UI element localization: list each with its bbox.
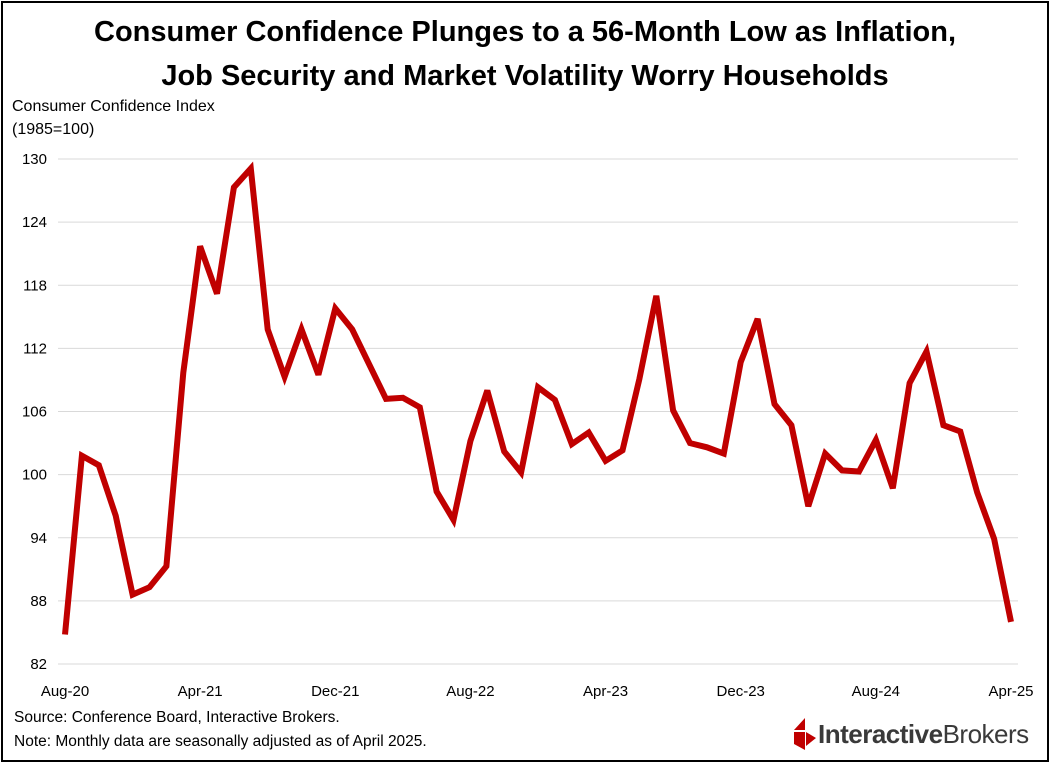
y-tick-label: 82 xyxy=(30,656,47,673)
x-tick-label: Aug-22 xyxy=(446,683,494,700)
logo-text-regular: Brokers xyxy=(942,718,1030,749)
x-tick-label: Apr-25 xyxy=(988,683,1033,700)
y-tick-label: 94 xyxy=(30,530,47,547)
y-axis-label: Consumer Confidence Index (1985=100) xyxy=(12,95,215,141)
footnote: Note: Monthly data are seasonally adjust… xyxy=(14,733,427,750)
chart-title-line-2: Job Security and Market Volatility Worry… xyxy=(161,60,889,92)
x-tick-label: Dec-21 xyxy=(311,683,359,700)
y-tick-label: 124 xyxy=(22,214,47,231)
y-tick-label: 112 xyxy=(23,340,47,357)
chart-title: Consumer Confidence Plunges to a 56-Mont… xyxy=(0,10,1050,98)
notes: Source: Conference Board, Interactive Br… xyxy=(14,706,427,754)
x-axis-ticks: Aug-20 Apr-21 Dec-21 Aug-22 Apr-23 Dec-23 Aug-… xyxy=(41,683,1034,700)
logo-wordmark: InteractiveBrokers xyxy=(818,719,1029,750)
y-axis-label-line-2: (1985=100) xyxy=(12,121,95,138)
logo-text-bold: Interactive xyxy=(818,718,943,749)
source-note: Source: Conference Board, Interactive Br… xyxy=(14,709,340,726)
y-tick-label: 100 xyxy=(22,467,47,484)
x-tick-label: Aug-24 xyxy=(852,683,900,700)
series-line xyxy=(62,161,1014,635)
x-tick-label: Aug-20 xyxy=(41,683,89,700)
y-tick-label: 106 xyxy=(22,404,47,421)
y-axis-ticks: 82 88 94 100 106 112 118 124 130 xyxy=(22,151,47,673)
x-tick-label: Apr-23 xyxy=(583,683,628,700)
y-tick-label: 118 xyxy=(23,277,47,294)
logo-mark-icon xyxy=(794,718,816,750)
y-tick-label: 88 xyxy=(30,593,47,610)
y-axis-label-line-1: Consumer Confidence Index xyxy=(12,98,215,115)
x-tick-label: Apr-21 xyxy=(178,683,223,700)
x-tick-label: Dec-23 xyxy=(717,683,765,700)
chart-title-line-1: Consumer Confidence Plunges to a 56-Mont… xyxy=(94,16,956,48)
series-layer xyxy=(62,161,1014,635)
y-tick-label: 130 xyxy=(22,151,47,168)
gridlines xyxy=(58,158,1018,665)
interactive-brokers-logo: InteractiveBrokers xyxy=(792,712,1029,756)
